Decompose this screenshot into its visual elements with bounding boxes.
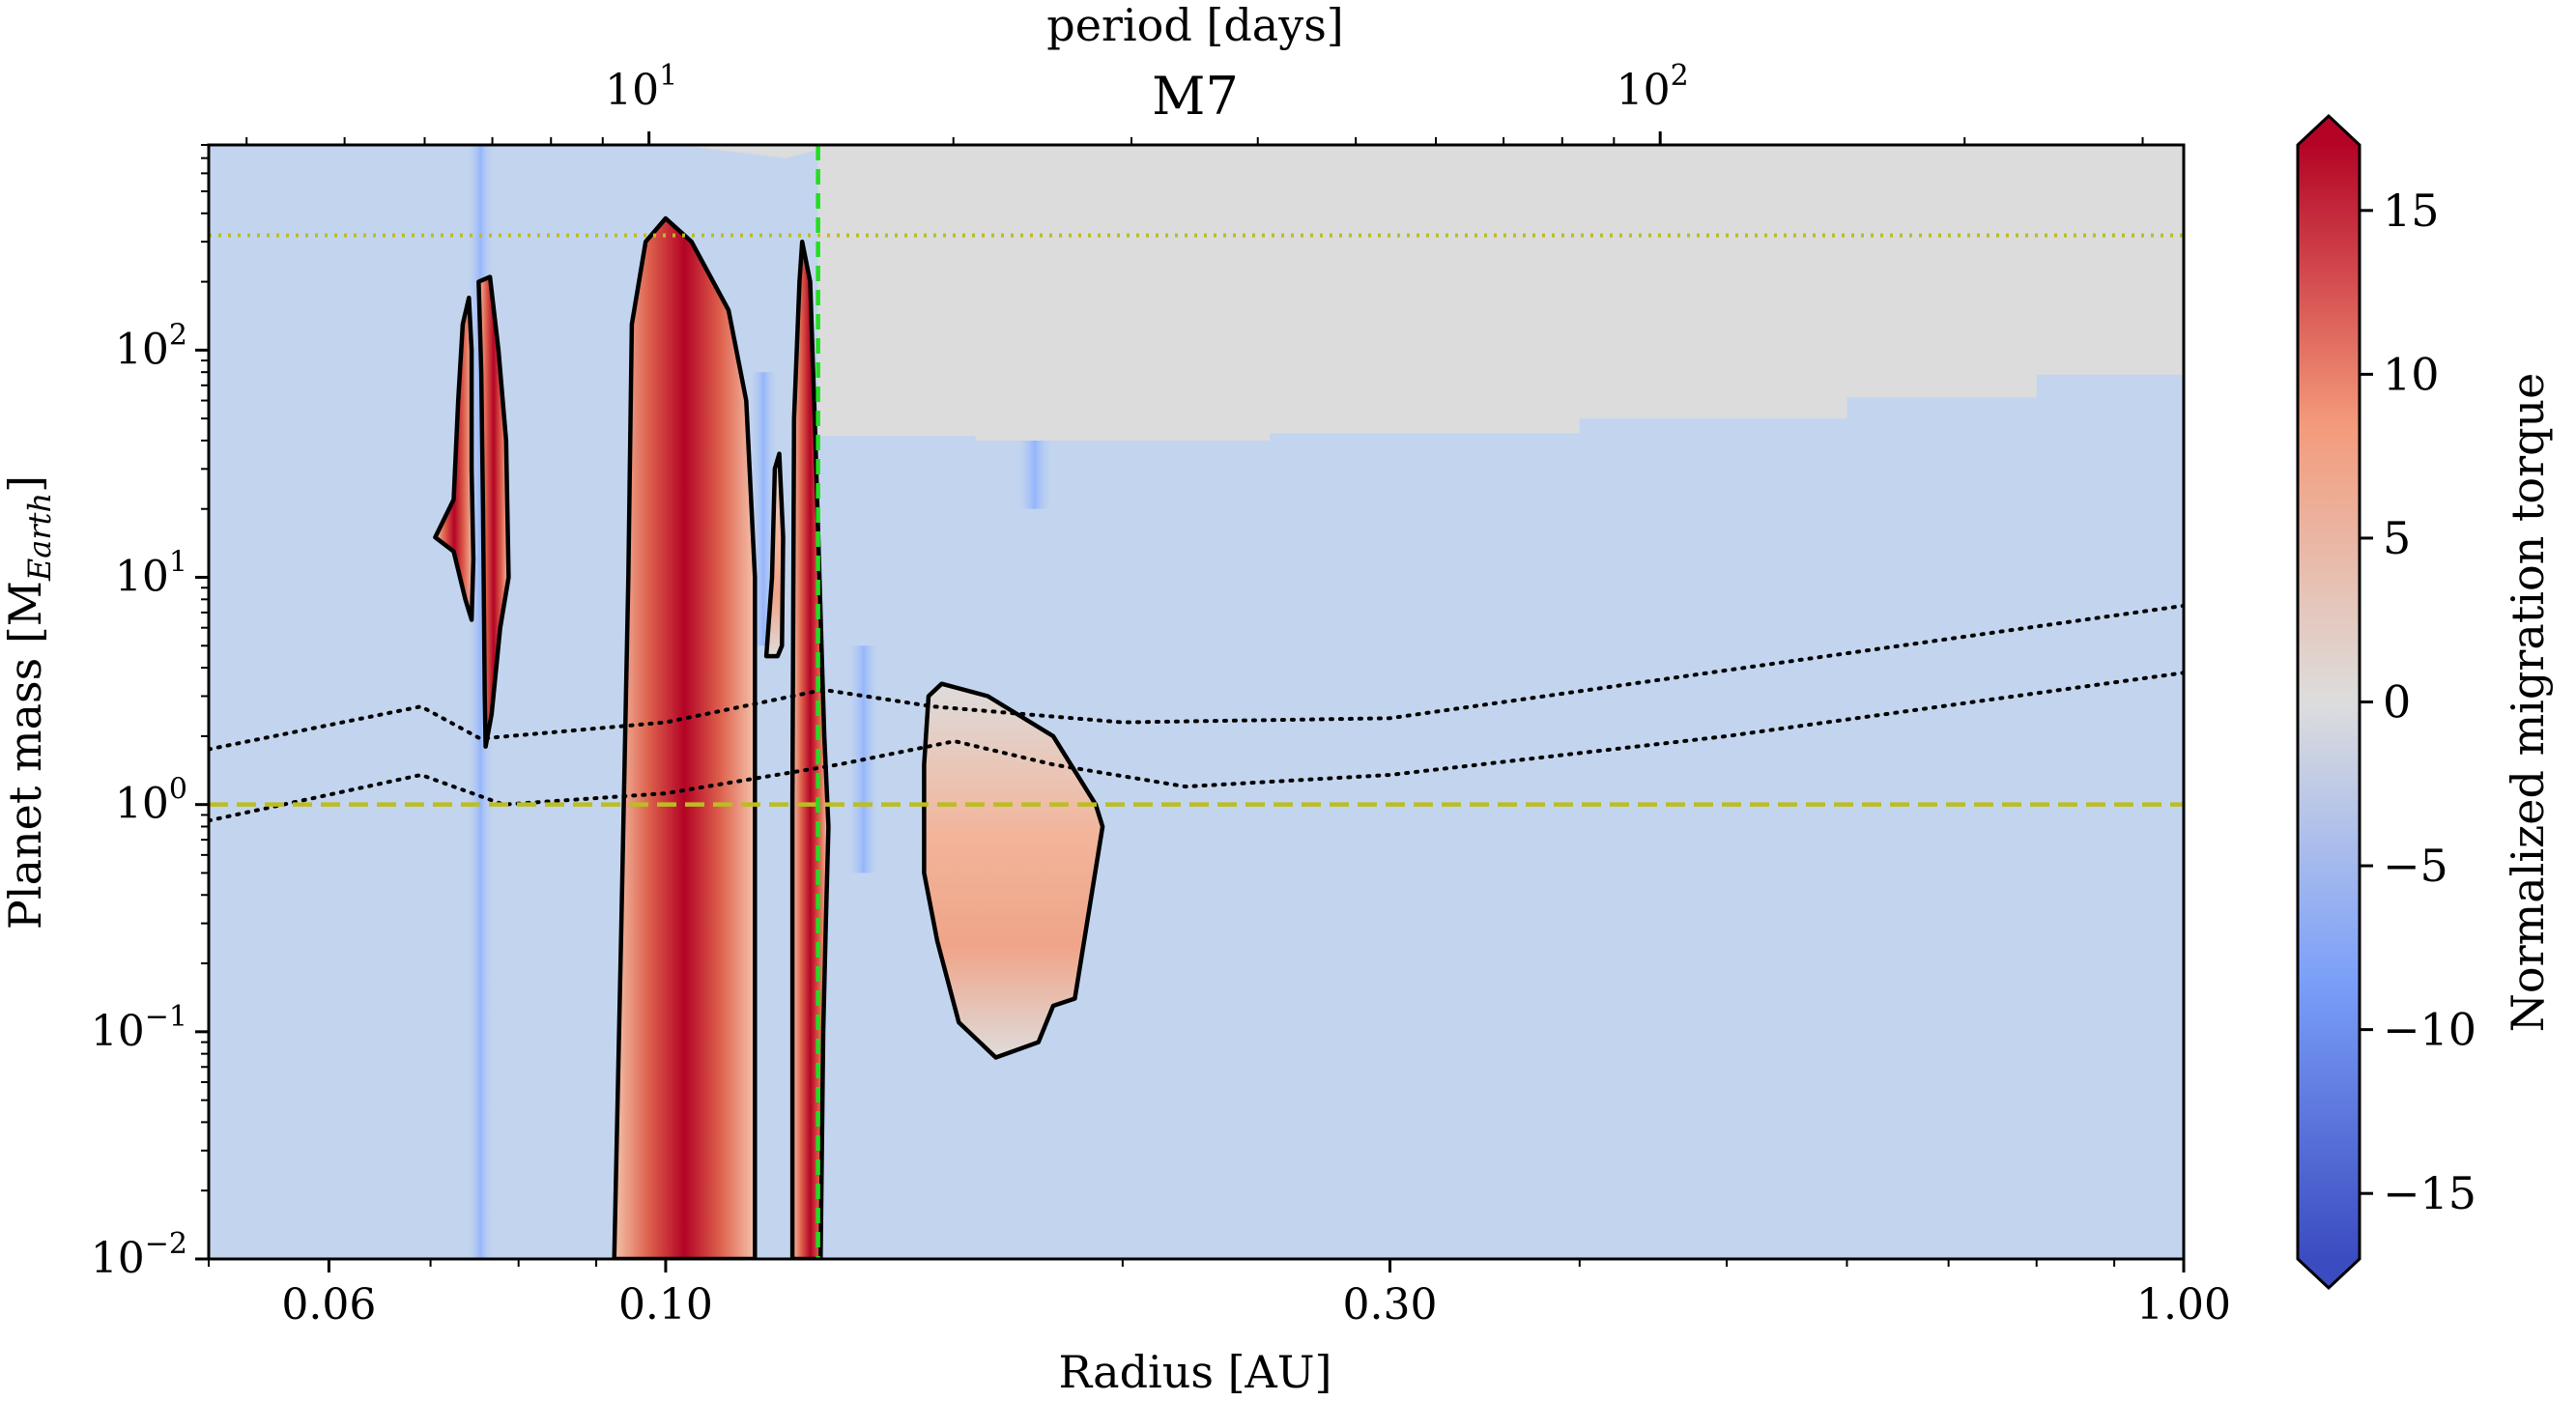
y-axis-label: Planet mass [MEarth]	[0, 475, 58, 929]
region-1-fill	[435, 298, 473, 620]
top-axis-label: period [days]	[1046, 0, 1344, 51]
y-tick-label: 10−2	[91, 1227, 187, 1283]
region-4-contour	[763, 451, 786, 659]
region-6-contour	[922, 681, 1105, 1060]
y-tick-label: 102	[115, 318, 187, 374]
region-2-contour	[476, 274, 511, 749]
no-data-gap	[678, 145, 818, 158]
heatmap-area	[209, 145, 2184, 1259]
colorbar-tick-label: 5	[2383, 512, 2411, 564]
x-tick-label: 0.30	[1343, 1280, 1438, 1330]
plot-frame	[207, 143, 2186, 1261]
colorbar-tick-label: −5	[2383, 840, 2448, 892]
colorbar-frame	[2296, 113, 2361, 1291]
dotted-curve-lower	[209, 671, 2184, 823]
colorbar: 15 10 5 0 −5 −10 −15	[2296, 113, 2476, 1291]
region-1-contour	[433, 295, 476, 622]
x-axis-label: Radius [AU]	[1058, 1346, 1331, 1398]
colorbar-gradient	[2298, 145, 2360, 1259]
x-tick-label: 0.10	[618, 1280, 713, 1330]
y-tick-label: 100	[115, 773, 187, 829]
colorbar-tick-label: −10	[2383, 1004, 2476, 1056]
y-tick-label: 101	[115, 546, 187, 602]
dotted-curve-upper	[209, 603, 2184, 752]
region-3-fill	[614, 218, 756, 1259]
colorbar-tick-label: 0	[2383, 676, 2411, 729]
chart-title: M7	[1152, 66, 1239, 127]
colorbar-tick-label: 10	[2383, 348, 2440, 400]
colorbar-tick-label: −15	[2383, 1167, 2476, 1219]
top-tick-label: 101	[605, 59, 677, 115]
no-data-region	[817, 145, 2184, 441]
colorbar-extend-top	[2298, 116, 2360, 145]
axes: 0.06 0.10 0.30 1.00 10−2 10−1 100 101 102 101 102	[91, 59, 2231, 1330]
colorbar-tick-label: 15	[2383, 185, 2440, 237]
x-tick-label: 0.06	[281, 1280, 376, 1330]
region-3-contour	[612, 215, 758, 1259]
colorbar-extend-bottom	[2298, 1259, 2360, 1288]
region-6-fill	[924, 683, 1103, 1058]
colorbar-label: Normalized migration torque	[2502, 373, 2554, 1033]
x-tick-label: 1.00	[2136, 1280, 2231, 1330]
region-5-contour	[789, 239, 831, 1259]
top-tick-label: 102	[1617, 59, 1689, 115]
y-tick-label: 10−1	[91, 1000, 187, 1056]
